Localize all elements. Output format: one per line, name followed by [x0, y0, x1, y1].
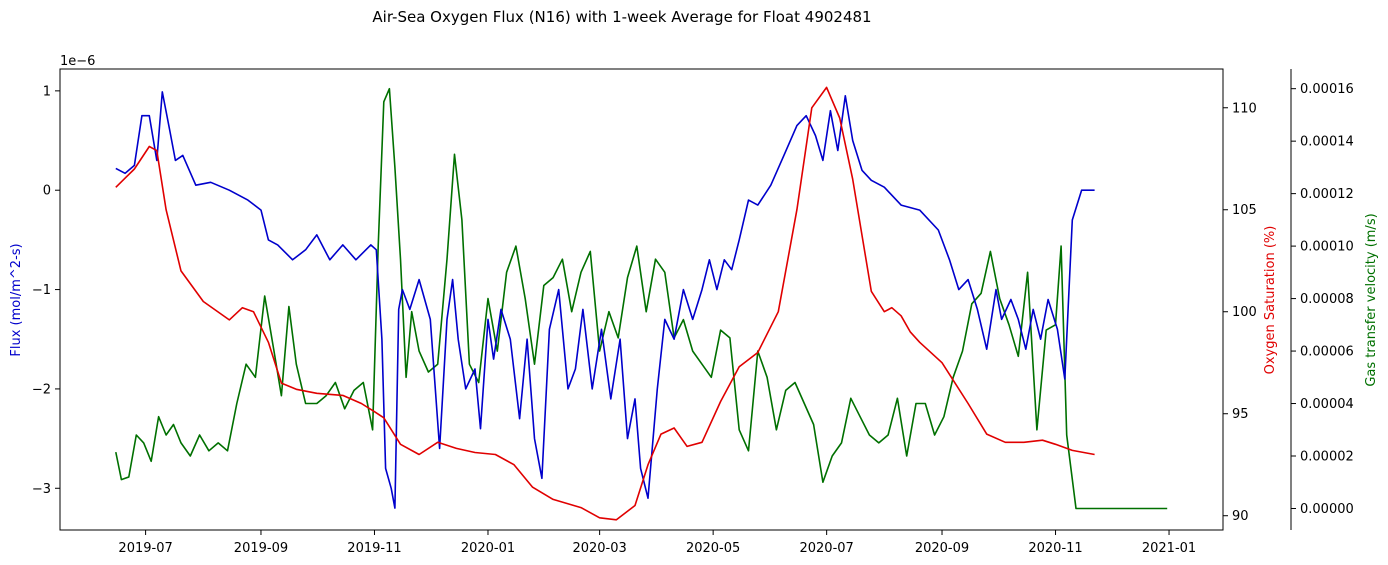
plot-frame — [59, 68, 1224, 531]
right-tick-label: 90 — [1232, 509, 1249, 524]
right2-tick-label: 0.00004 — [1300, 397, 1354, 412]
x-tick-label: 2019-11 — [347, 541, 401, 556]
oxygen-saturation-series-line — [115, 86, 1095, 521]
left-tick-label: −2 — [32, 382, 51, 397]
left-tick-label: −3 — [32, 482, 51, 497]
left-axis-offset-text: 1e−6 — [60, 54, 95, 69]
right-tick-label: 110 — [1232, 101, 1257, 116]
left-tick-label: 0 — [43, 184, 51, 199]
x-tick-label: 2019-07 — [118, 541, 172, 556]
right-axis-title: Oxygen Saturation (%) — [1263, 226, 1278, 375]
x-tick-label: 2020-05 — [686, 541, 740, 556]
right2-tick-label: 0.00014 — [1300, 135, 1354, 150]
gas-transfer-velocity-series-line — [115, 87, 1168, 510]
right2-tick-label: 0.00006 — [1300, 345, 1354, 360]
right-tick-label: 100 — [1232, 305, 1257, 320]
right-tick-label: 105 — [1232, 203, 1257, 218]
left-axis-title: Flux (mol/m^2-s) — [9, 243, 24, 356]
axes-layer: 2019-07 2019-09 2019-11 2020-01 2020-03 2020-… — [32, 69, 1354, 556]
left-tick-label: −1 — [32, 283, 51, 298]
right2-tick-label: 0.00010 — [1300, 240, 1354, 255]
right2-tick-label: 0.00000 — [1300, 502, 1354, 517]
flux-series-line — [115, 91, 1095, 509]
right-tick-label: 95 — [1232, 407, 1249, 422]
x-tick-label: 2021-01 — [1142, 541, 1196, 556]
series-layer — [115, 86, 1168, 521]
x-tick-label: 2020-01 — [461, 541, 515, 556]
right2-tick-label: 0.00008 — [1300, 292, 1354, 307]
right2-tick-label: 0.00016 — [1300, 82, 1354, 97]
right2-tick-label: 0.00012 — [1300, 187, 1354, 202]
x-tick-label: 2020-07 — [799, 541, 853, 556]
x-tick-label: 2020-03 — [572, 541, 626, 556]
right2-axis-title: Gas transfer velocity (m/s) — [1364, 213, 1379, 386]
x-tick-label: 2019-09 — [234, 541, 288, 556]
right2-tick-label: 0.00002 — [1300, 450, 1354, 465]
left-tick-label: 1 — [43, 84, 51, 99]
chart-title: Air-Sea Oxygen Flux (N16) with 1-week Av… — [372, 8, 871, 26]
x-tick-label: 2020-11 — [1028, 541, 1082, 556]
x-tick-label: 2020-09 — [915, 541, 969, 556]
